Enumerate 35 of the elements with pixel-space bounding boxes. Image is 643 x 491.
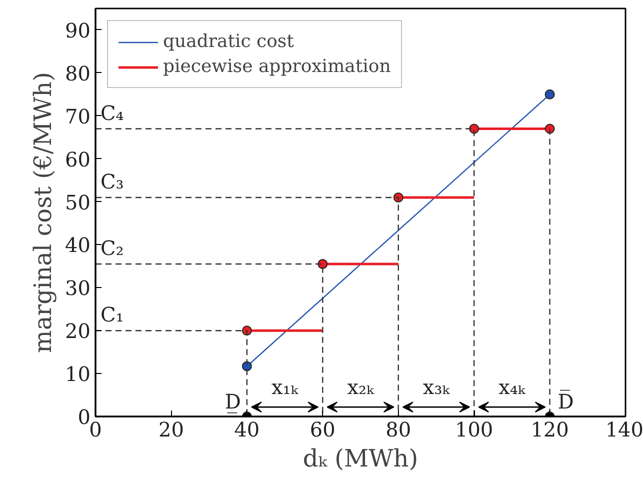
annotation: x₃ₖ [422,375,450,400]
y-tick-label: 20 [65,319,91,344]
annotation: D̲ [224,390,241,414]
point [544,89,555,100]
y-tick-label: 30 [65,276,91,300]
y-axis-title: marginal cost (€/MWh) [29,72,58,353]
x-tick-label: 140 [605,418,643,442]
annotation: x₂ₖ [347,375,374,400]
y-tick-label: 10 [65,362,91,386]
x-tick-label: 60 [310,418,336,442]
legend-label: piecewise approximation [163,56,391,77]
x-tick-label: 100 [454,418,494,442]
x-tick-label: 40 [234,418,260,442]
y-tick-label: 40 [65,233,91,258]
x-tick-label: 20 [158,418,184,442]
annotation: x₄ₖ [498,375,526,400]
x-tick-label: 120 [530,418,569,442]
point [318,259,328,270]
y-tick-label: 50 [65,190,91,214]
x-axis-title: dₖ (MWh) [302,444,418,472]
y-tick-label: 90 [65,18,91,42]
annotation: x₁ₖ [271,375,299,400]
point [242,326,252,336]
annotation: C₂ [100,236,124,260]
annotation: D̅ [558,388,574,414]
point [242,361,252,372]
annotation: C₃ [100,169,124,194]
annotation: C₄ [100,100,124,125]
y-tick-label: 80 [65,61,91,86]
point [393,192,404,202]
legend-label: quadratic cost [163,31,294,52]
y-tick-label: 60 [65,147,91,172]
annotation: C₁ [100,302,124,327]
y-tick-label: 70 [65,104,91,128]
x-tick-label: 80 [386,418,412,442]
